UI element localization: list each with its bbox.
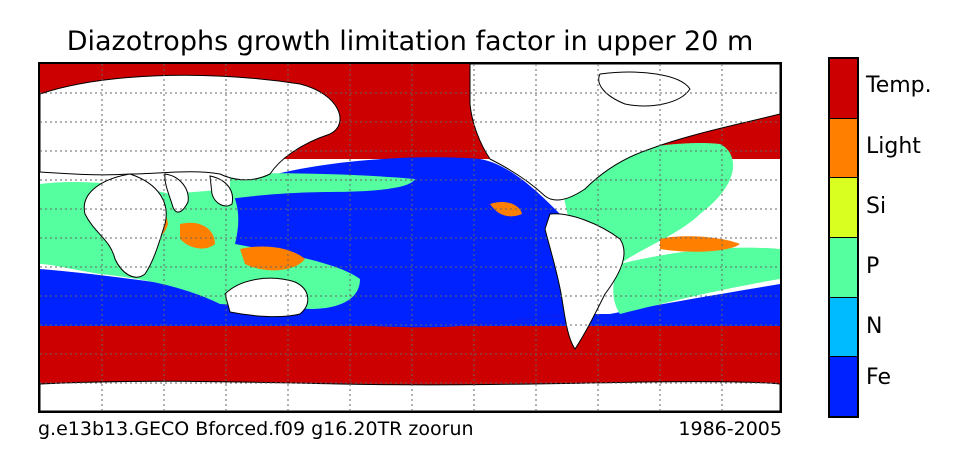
land-india <box>164 173 189 213</box>
graticule <box>40 64 780 411</box>
colorbar-segment-light <box>830 118 857 179</box>
colorbar-label-n: N <box>866 314 883 339</box>
land-greenland <box>598 71 691 107</box>
colorbar-segment-si <box>830 178 857 239</box>
region-light-atlantic <box>660 236 740 252</box>
colorbar-segment-p <box>830 238 857 298</box>
map-title: Diazotrophs growth limitation factor in … <box>66 26 754 57</box>
region-p-south-atlantic <box>613 247 780 314</box>
colorbar-segment-n <box>830 297 857 358</box>
run-name-caption: g.e13b13.GECO Bforced.f09 g16.20TR zooru… <box>38 418 474 440</box>
colorbar-label-light: Light <box>866 134 921 159</box>
colorbar-label-p: P <box>866 254 880 279</box>
colorbar <box>828 57 859 418</box>
land-antarctica <box>40 380 780 411</box>
land-south-america <box>544 213 625 350</box>
date-range-caption: 1986-2005 <box>678 418 782 440</box>
land-africa <box>83 173 167 278</box>
region-light-west-pacific <box>180 222 215 249</box>
colorbar-segment-fe <box>830 357 857 417</box>
land-north-america <box>469 64 780 201</box>
colorbar-labels: Temp. Light Si P N Fe <box>866 57 966 418</box>
world-map <box>38 62 782 413</box>
colorbar-label-si: Si <box>866 194 887 219</box>
region-fe-south <box>40 269 780 326</box>
land-southeast-asia <box>209 175 234 207</box>
colorbar-label-fe: Fe <box>866 365 891 390</box>
region-light-australia-north <box>240 246 305 271</box>
colorbar-label-temp: Temp. <box>866 73 932 98</box>
colorbar-segment-temp <box>830 59 857 119</box>
land-eurasia <box>40 74 341 181</box>
land-australia <box>224 277 309 318</box>
map-canvas <box>40 64 780 411</box>
